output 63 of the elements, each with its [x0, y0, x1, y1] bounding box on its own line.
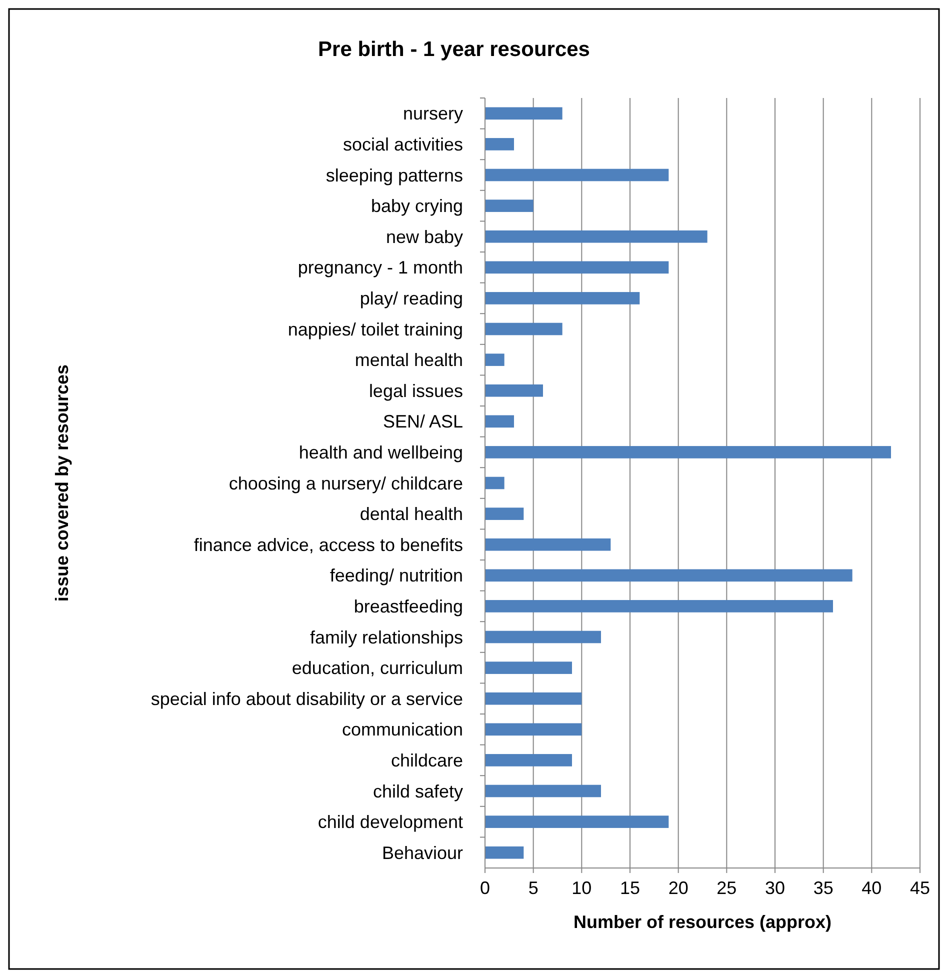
- y-tick-label: child safety: [372, 781, 463, 802]
- y-tick-label: childcare: [390, 750, 463, 770]
- bar: [485, 446, 891, 458]
- bar: [485, 138, 514, 150]
- bar: [485, 538, 611, 551]
- bar: [485, 662, 572, 674]
- y-tick-label: child development: [318, 812, 463, 832]
- bar: [485, 261, 669, 274]
- y-tick-label: finance advice, access to benefits: [194, 534, 463, 555]
- bar: [485, 692, 582, 705]
- y-tick-label: baby crying: [370, 196, 463, 216]
- x-axis-title: Number of resources (approx): [573, 912, 832, 932]
- y-tick-label: health and wellbeing: [298, 442, 463, 462]
- bar: [485, 476, 504, 490]
- x-tick-label: 0: [480, 878, 490, 898]
- x-tick-label: 10: [572, 878, 592, 898]
- bar: [485, 784, 601, 798]
- bar: [485, 816, 669, 828]
- bar: [485, 384, 543, 397]
- bar: [485, 292, 640, 304]
- bar: [485, 322, 562, 336]
- bar: [485, 723, 582, 736]
- x-tick-label: 40: [862, 878, 882, 898]
- y-axis-title: issue covered by resources: [52, 364, 72, 602]
- y-tick-label: feeding/ nutrition: [330, 566, 463, 586]
- bar: [485, 754, 572, 766]
- x-tick-label: 20: [668, 878, 688, 898]
- x-tick-label: 15: [620, 878, 640, 898]
- y-tick-label: social activities: [342, 134, 463, 154]
- y-tick-label: breastfeeding: [354, 596, 463, 616]
- bar: [485, 508, 524, 520]
- y-tick-label: choosing a nursery/ childcare: [228, 473, 463, 494]
- x-tick-label: 45: [910, 878, 930, 898]
- y-tick-label: new baby: [386, 226, 463, 247]
- x-tick-label: 5: [528, 878, 538, 898]
- y-tick-label: sleeping patterns: [326, 165, 463, 186]
- bar: [485, 569, 852, 582]
- bar: [485, 630, 601, 644]
- y-tick-label: mental health: [354, 350, 463, 370]
- bar: [485, 354, 504, 366]
- y-tick-label: pregnancy - 1 month: [298, 258, 463, 278]
- x-tick-label: 35: [813, 878, 834, 898]
- y-tick-label: family relationships: [310, 627, 463, 648]
- y-tick-label: Behaviour: [382, 842, 463, 863]
- y-tick-label: communication: [342, 720, 463, 740]
- y-tick-label: special info about disability or a service: [150, 688, 463, 709]
- bar: [485, 846, 524, 859]
- bar: [485, 200, 534, 212]
- bar: [485, 600, 833, 612]
- y-tick-label: play/ reading: [360, 288, 463, 308]
- chart-title: Pre birth - 1 year resources: [318, 38, 590, 61]
- x-tick-label: 25: [716, 878, 737, 898]
- y-tick-label: nursery: [402, 104, 463, 124]
- x-tick-label: 30: [764, 878, 786, 898]
- bar: [485, 168, 669, 182]
- y-tick-label: nappies/ toilet training: [288, 319, 463, 340]
- bar: [485, 230, 708, 243]
- y-tick-label: dental health: [360, 504, 463, 524]
- y-tick-label: education, curriculum: [292, 658, 463, 678]
- bar: [485, 415, 514, 428]
- y-tick-label: legal issues: [368, 380, 463, 401]
- y-tick-label: SEN/ ASL: [382, 412, 463, 432]
- bar: [485, 107, 562, 120]
